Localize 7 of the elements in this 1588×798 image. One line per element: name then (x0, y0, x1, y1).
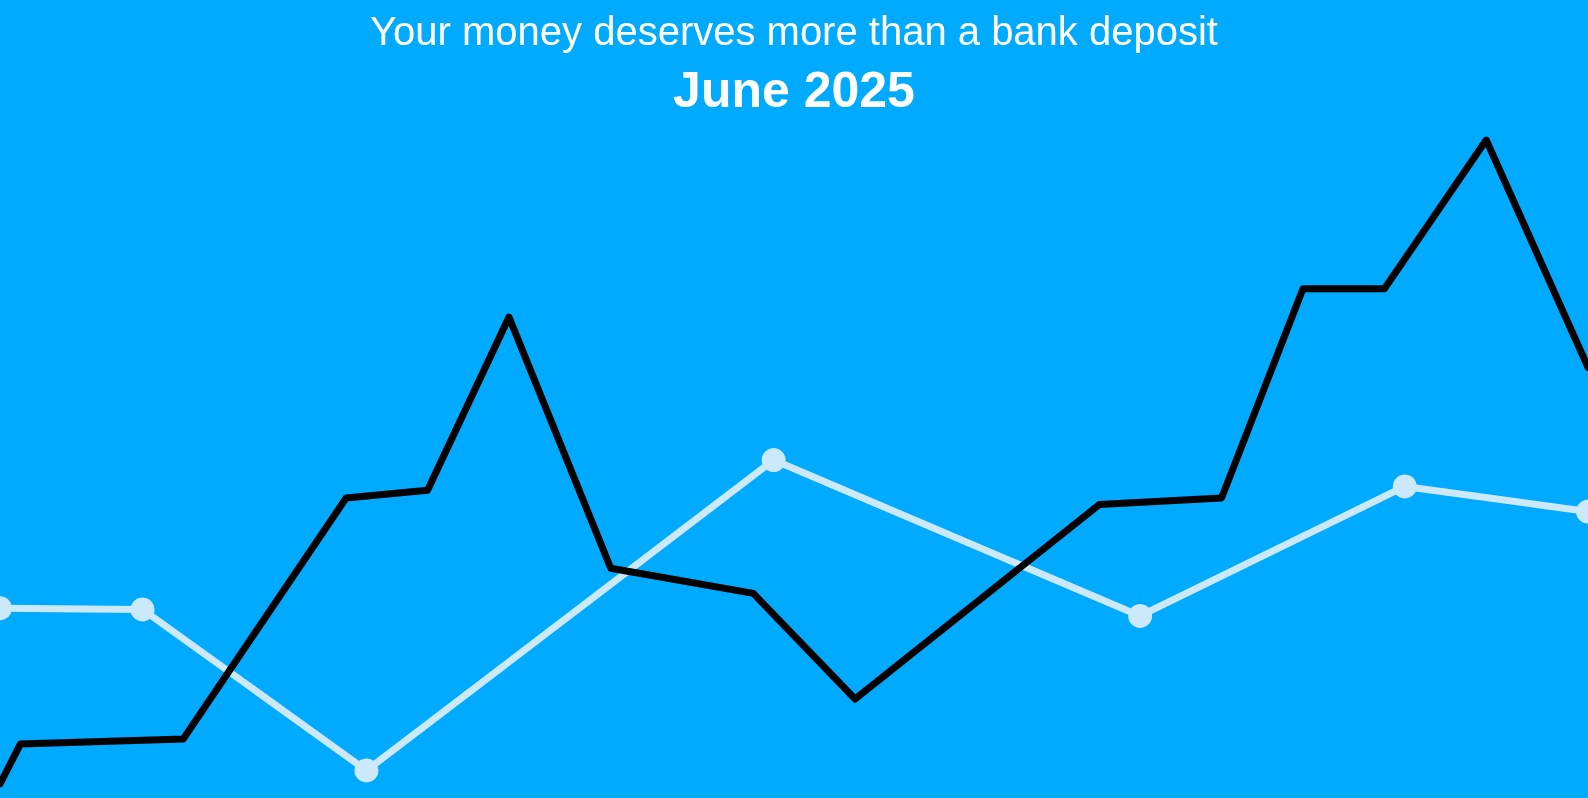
point (130, 597, 155, 622)
point (1392, 474, 1417, 499)
chart-subtitle: June 2025 (673, 62, 915, 118)
point (1128, 603, 1153, 628)
chart-title: Your money deserves more than a bank deposit (370, 9, 1218, 53)
point (761, 448, 786, 473)
point (354, 758, 379, 783)
